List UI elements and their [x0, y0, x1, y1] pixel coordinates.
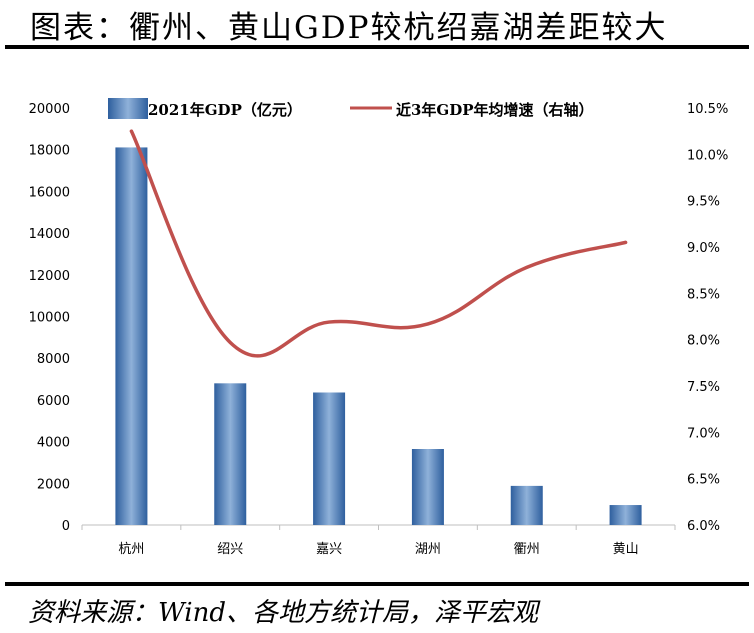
growth-line-layer: [129, 129, 628, 358]
gdp-bar-1: [115, 147, 148, 525]
growth-point-3: [327, 320, 331, 324]
left-tick-label: 2000: [37, 477, 70, 492]
category-label: 绍兴: [217, 542, 243, 557]
left-tick-label: 6000: [37, 394, 70, 409]
gdp-comparison-chart: 0 2000 4000 6000 8000 10000 12000 14000 16000 180…: [29, 98, 728, 557]
left-tick-label: 12000: [29, 269, 70, 284]
left-tick-label: 0: [62, 519, 70, 534]
left-tick-label: 8000: [37, 352, 70, 367]
growth-point-5: [525, 265, 529, 269]
right-tick-label: 9.0%: [687, 241, 720, 256]
right-tick-label: 10.5%: [687, 102, 728, 117]
gdp-bar-3: [313, 392, 346, 525]
left-tick-label: 20000: [29, 102, 70, 117]
chart-title: 图表：衢州、黄山GDP较杭绍嘉湖差距较大: [30, 10, 668, 46]
left-tick-label: 18000: [29, 144, 70, 159]
legend: 2021年GDP（亿元） 近3年GDP年均增速（右轴）: [108, 98, 594, 119]
category-label: 黄山: [613, 542, 639, 557]
left-y-axis: 0 2000 4000 6000 8000 10000 12000 14000 16000 180…: [29, 102, 70, 534]
title-rule: [5, 45, 749, 49]
right-tick-label: 7.5%: [687, 380, 720, 395]
gdp-bar-2: [214, 383, 247, 525]
right-tick-label: 8.5%: [687, 287, 720, 302]
right-tick-label: 10.0%: [687, 148, 728, 163]
right-y-axis: 6.0% 6.5% 7.0% 7.5% 8.0% 8.5% 9.0% 9.5% 10.0% 10.…: [687, 102, 728, 534]
gdp-bar-6: [609, 505, 642, 525]
x-axis-categories: 杭州 绍兴 嘉兴 湖州 衢州 黄山: [118, 542, 638, 557]
category-label: 杭州: [118, 542, 144, 557]
right-tick-label: 8.0%: [687, 334, 720, 349]
axes: [81, 524, 676, 530]
left-tick-label: 16000: [29, 185, 70, 200]
growth-point-1: [129, 129, 133, 133]
gdp-bars: [115, 147, 642, 525]
right-tick-label: 7.0%: [687, 426, 720, 441]
right-tick-label: 6.0%: [687, 519, 720, 534]
growth-rate-line: [129, 129, 628, 358]
source-note: 资料来源：Wind、各地方统计局，泽平宏观: [28, 598, 538, 628]
legend-bar-label: 2021年GDP（亿元）: [148, 101, 302, 119]
category-label: 湖州: [415, 542, 441, 557]
right-tick-label: 9.5%: [687, 195, 720, 210]
left-tick-label: 4000: [37, 436, 70, 451]
left-tick-label: 14000: [29, 227, 70, 242]
footer-rule: [5, 582, 749, 586]
gdp-bar-4: [411, 449, 444, 525]
legend-bar-swatch: [108, 98, 148, 119]
growth-point-6: [624, 240, 628, 244]
growth-point-2: [228, 340, 232, 344]
growth-point-4: [426, 322, 430, 326]
gdp-bar-5: [510, 485, 543, 525]
legend-line-label: 近3年GDP年均增速（右轴）: [396, 101, 594, 119]
left-tick-label: 10000: [29, 311, 70, 326]
right-tick-label: 6.5%: [687, 473, 720, 488]
category-label: 嘉兴: [316, 542, 342, 557]
category-label: 衢州: [514, 542, 540, 557]
